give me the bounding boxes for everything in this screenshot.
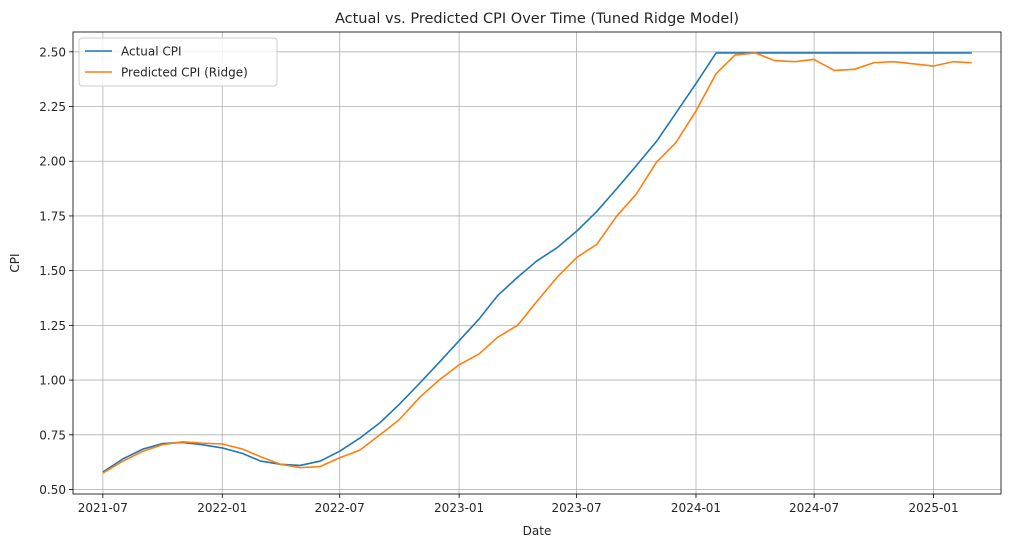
x-tick-label: 2021-07 — [78, 501, 128, 515]
y-axis-ticks: 0.50 0.75 1.00 1.25 1.50 1.75 2.00 2.25 2.50 — [39, 45, 73, 497]
legend-label-predicted: Predicted CPI (Ridge) — [121, 66, 248, 80]
legend: Actual CPI Predicted CPI (Ridge) — [78, 37, 278, 87]
x-axis-ticks: 2021-07 2022-01 2022-07 2023-01 2023-07 2024-… — [78, 494, 959, 515]
y-tick-label: 0.50 — [39, 483, 66, 497]
y-tick-label: 1.25 — [39, 319, 66, 333]
x-tick-label: 2022-01 — [197, 501, 247, 515]
legend-box — [78, 37, 278, 87]
y-tick-label: 1.75 — [39, 209, 66, 223]
y-tick-label: 1.50 — [39, 264, 66, 278]
series-lines — [102, 52, 972, 474]
y-tick-label: 2.00 — [39, 155, 66, 169]
legend-label-actual: Actual CPI — [121, 45, 182, 59]
x-tick-label: 2023-07 — [552, 501, 602, 515]
x-axis-label: Date — [523, 524, 552, 538]
y-axis-label: CPI — [8, 253, 22, 272]
x-tick-label: 2023-01 — [434, 501, 484, 515]
y-tick-label: 0.75 — [39, 428, 66, 442]
grid — [73, 32, 1001, 494]
chart-title: Actual vs. Predicted CPI Over Time (Tune… — [335, 11, 739, 27]
series-line-1 — [102, 52, 972, 474]
x-tick-label: 2024-01 — [671, 501, 721, 515]
plot-frame — [72, 31, 1002, 495]
x-tick-label: 2025-01 — [908, 501, 958, 515]
series-line-0 — [102, 52, 972, 473]
y-tick-label: 2.25 — [39, 100, 66, 114]
y-tick-label: 2.50 — [39, 45, 66, 59]
y-tick-label: 1.00 — [39, 374, 66, 388]
x-tick-label: 2022-07 — [315, 501, 365, 515]
x-tick-label: 2024-07 — [789, 501, 839, 515]
